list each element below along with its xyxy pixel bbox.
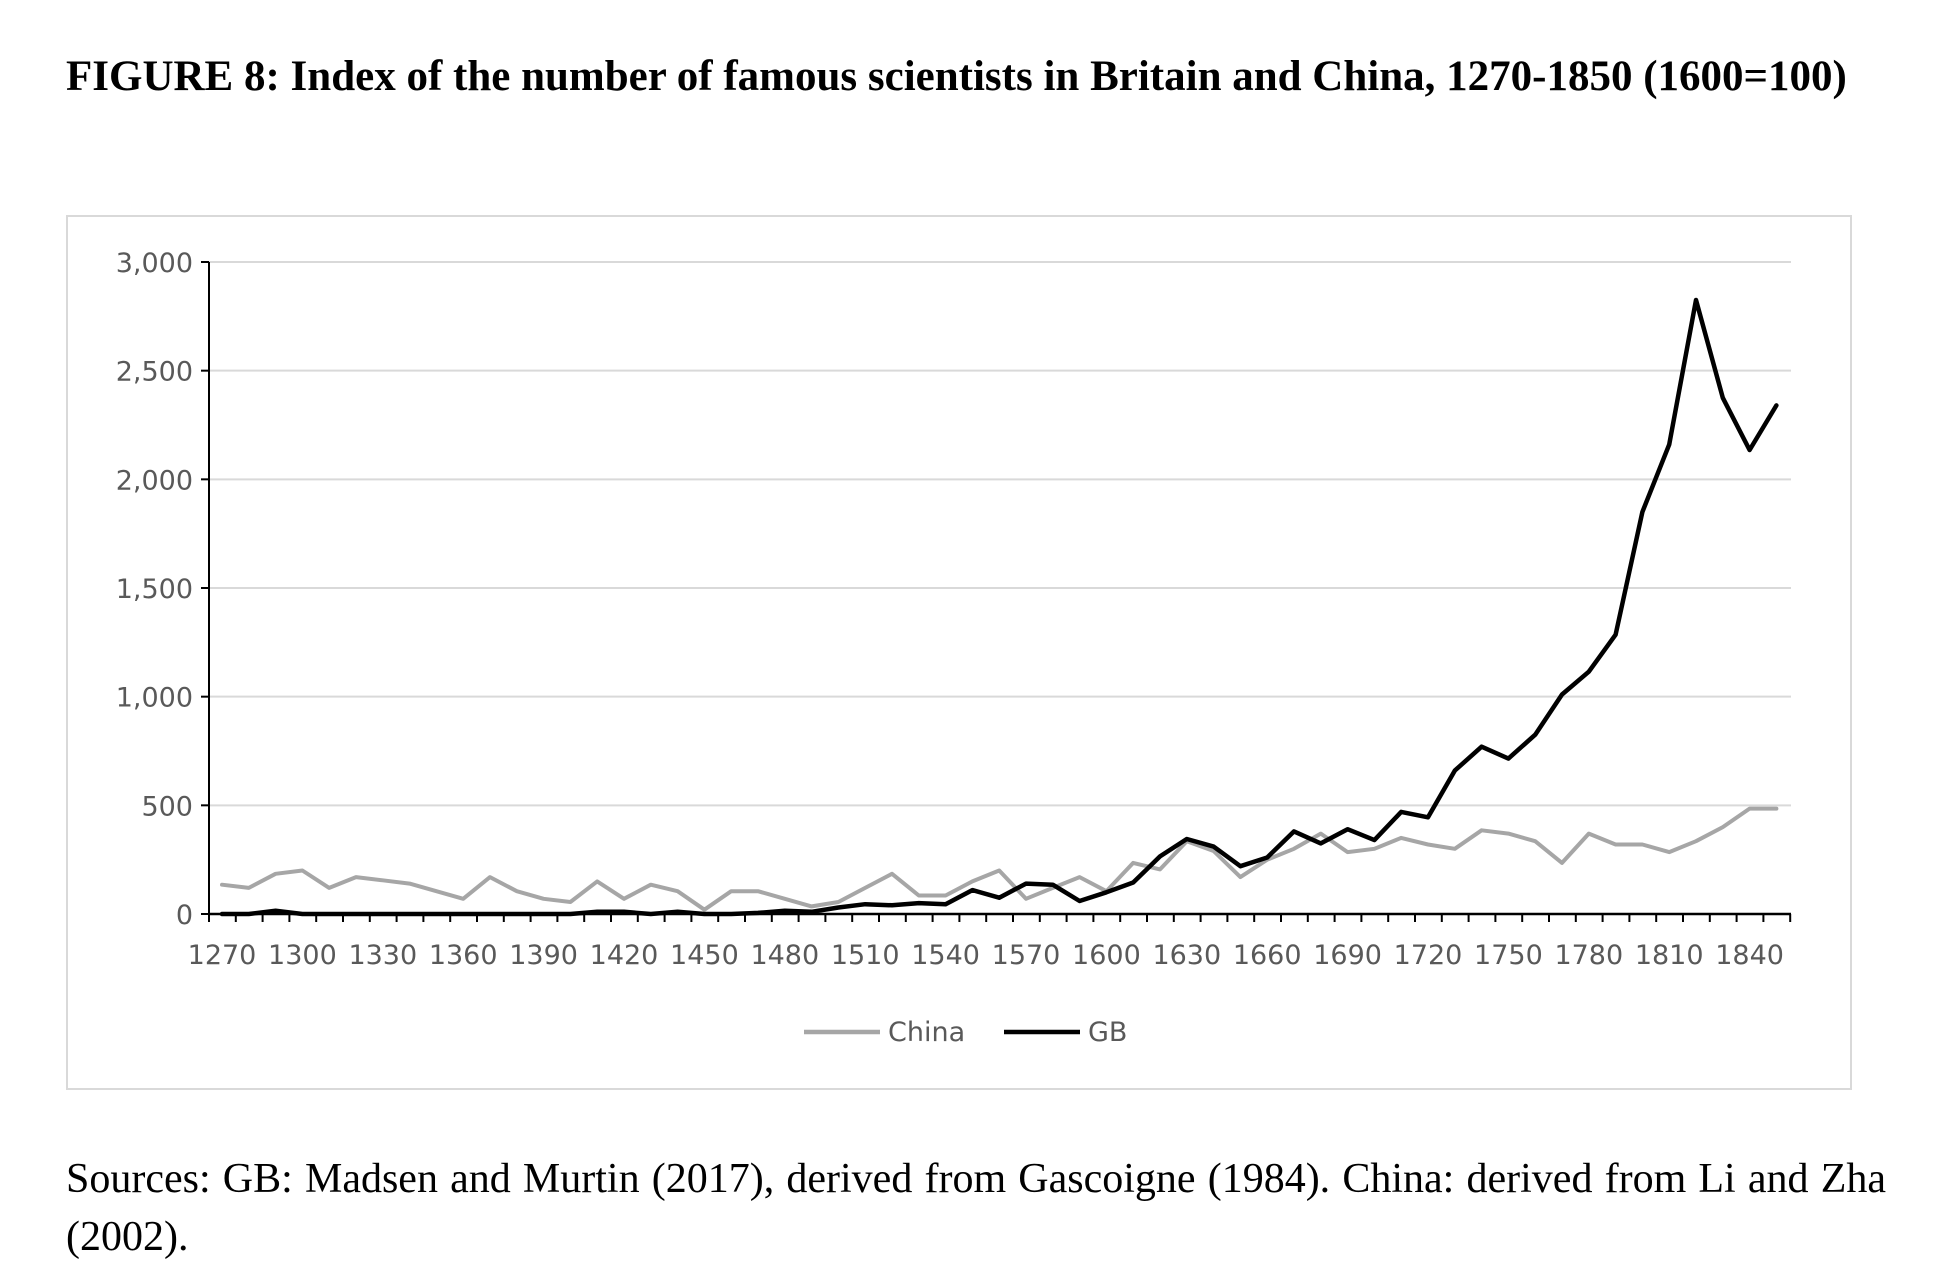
y-tick-label: 2,000 xyxy=(116,465,193,496)
x-tick-label: 1810 xyxy=(1635,940,1704,971)
series-lines xyxy=(219,297,1779,917)
x-tick-label: 1540 xyxy=(911,940,980,971)
x-tick-label: 1510 xyxy=(831,940,900,971)
gridlines xyxy=(209,261,1791,807)
x-tick-label: 1480 xyxy=(750,940,819,971)
x-tick-label: 1300 xyxy=(268,940,337,971)
series-line-gb xyxy=(219,297,1779,917)
x-tick-label: 1450 xyxy=(670,940,739,971)
x-tick-labels: 1270 1300 1330 1360 1390 1420 1450 1480 1510 1540… xyxy=(188,940,1784,971)
x-tick-label: 1570 xyxy=(992,940,1061,971)
y-tick-label: 1,000 xyxy=(116,683,193,714)
y-tick-label: 500 xyxy=(141,791,193,822)
x-tick-label: 1840 xyxy=(1715,940,1784,971)
axes xyxy=(201,261,1792,922)
x-tick-label: 1660 xyxy=(1233,940,1302,971)
sources-note: Sources: GB: Madsen and Murtin (2017), d… xyxy=(66,1156,1886,1260)
line-chart: 0 500 1,000 1,500 2,000 2,500 3,000 1270 1300 13… xyxy=(116,248,1792,1048)
chart-frame: 0 500 1,000 1,500 2,000 2,500 3,000 1270 1300 13… xyxy=(66,215,1852,1090)
y-tick-labels: 0 500 1,000 1,500 2,000 2,500 3,000 xyxy=(116,248,193,931)
legend: China GB xyxy=(804,1017,1127,1048)
x-tick-label: 1750 xyxy=(1474,940,1543,971)
y-tick-label: 1,500 xyxy=(116,574,193,605)
figure-title: FIGURE 8: Index of the number of famous … xyxy=(66,53,1847,100)
y-tick-label: 0 xyxy=(176,900,193,931)
legend-label-gb: GB xyxy=(1088,1017,1127,1048)
x-tick-label: 1690 xyxy=(1313,940,1382,971)
y-tick-label: 2,500 xyxy=(116,357,193,388)
x-tick-label: 1630 xyxy=(1152,940,1221,971)
legend-label-china: China xyxy=(888,1017,965,1048)
x-tick-label: 1780 xyxy=(1554,940,1623,971)
x-tick-label: 1420 xyxy=(590,940,659,971)
x-tick-label: 1330 xyxy=(348,940,417,971)
y-tick-label: 3,000 xyxy=(116,248,193,279)
x-tick-label: 1720 xyxy=(1394,940,1463,971)
x-tick-label: 1390 xyxy=(509,940,578,971)
x-tick-label: 1600 xyxy=(1072,940,1141,971)
x-tick-label: 1360 xyxy=(429,940,498,971)
series-line-china xyxy=(220,806,1779,912)
x-tick-label: 1270 xyxy=(188,940,257,971)
